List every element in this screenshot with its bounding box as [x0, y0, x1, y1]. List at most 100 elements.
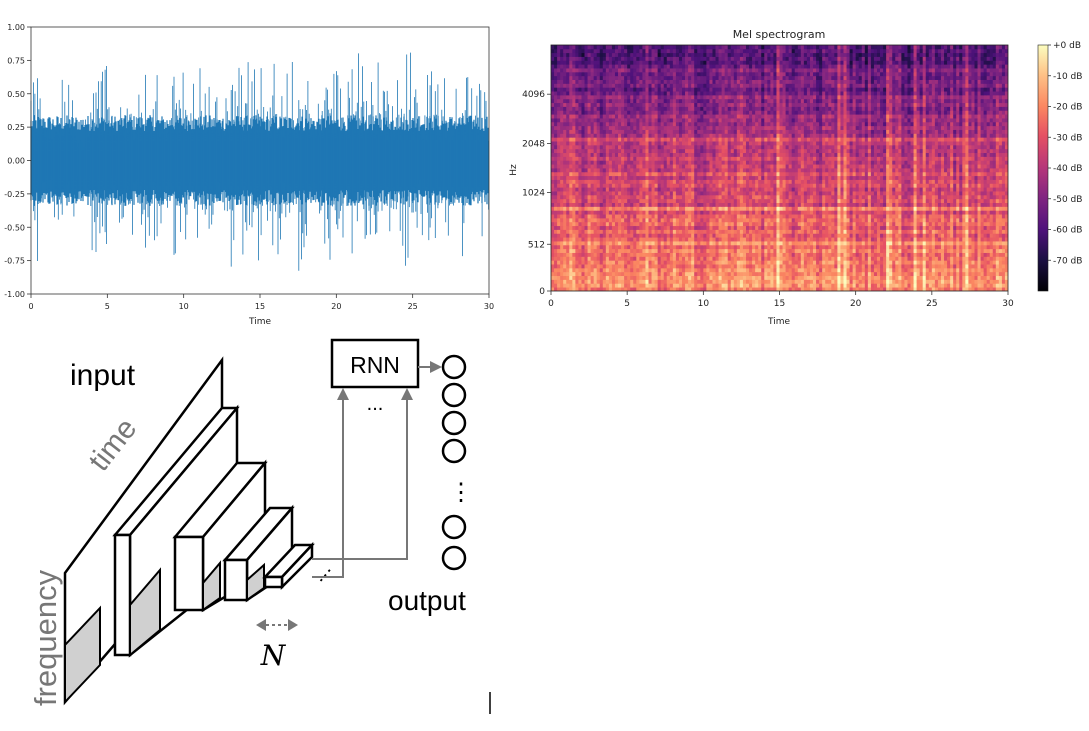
spectrogram-cell [602, 194, 607, 200]
spectrogram-cell [831, 206, 835, 211]
spectrogram-cell [745, 271, 750, 277]
spectrogram-cell [940, 233, 945, 238]
spectrogram-cell [675, 221, 680, 227]
spectrogram-cell [605, 271, 610, 277]
spectrogram-cell [742, 248, 747, 253]
spectrogram-cell [828, 168, 832, 173]
spectrogram-cell [642, 264, 646, 269]
spectrogram-cell [718, 194, 723, 200]
spectrogram-cell [654, 171, 659, 177]
spectrogram-cell [730, 202, 735, 207]
spectrogram-cell [749, 225, 753, 230]
spectrogram-cell [654, 183, 659, 188]
spectrogram-cell [992, 244, 997, 250]
spectrogram-cell [718, 241, 723, 246]
spectrogram-cell [724, 214, 729, 219]
spectrogram-cell [755, 175, 759, 180]
spectrogram-cell [624, 210, 628, 215]
spectrogram-cell [587, 183, 592, 188]
spectrogram-cell [956, 202, 960, 207]
spectrogram-cell [819, 168, 823, 173]
spectrogram-cell [742, 264, 747, 269]
spectrogram-cell [944, 267, 948, 273]
spectrogram-cell [998, 283, 1003, 288]
spectrogram-cell [566, 279, 570, 284]
spectrogram-cell [758, 206, 762, 211]
spectrogram-cell [706, 229, 710, 234]
spectrogram-cell [947, 260, 951, 265]
spectrogram-cell [886, 241, 890, 246]
spectrogram-cell [950, 217, 954, 223]
spectrogram-cell [892, 287, 896, 291]
spectrogram-cell [892, 168, 896, 173]
spectrogram-cell [1004, 264, 1008, 269]
spectrogram-cell [752, 225, 756, 230]
spectrogram-cell [843, 164, 847, 169]
spectrogram-cell [892, 179, 896, 184]
spectrogram-cell [901, 194, 905, 200]
spectrogram-cell [770, 194, 774, 200]
spectrogram-cell [611, 241, 616, 246]
spectrogram-cell [919, 202, 924, 207]
spectrogram-cell [892, 217, 896, 223]
spectrogram-cell [785, 248, 790, 253]
spectrogram-cell [596, 221, 601, 227]
spectrogram-cell [614, 210, 619, 215]
spectrogram-cell [849, 221, 854, 227]
spectrogram-cell [907, 225, 911, 230]
spectrogram-cell [922, 183, 927, 188]
spectrogram-cell [840, 179, 844, 184]
spectrogram-cell [724, 202, 729, 207]
spectrogram-cell [557, 267, 561, 273]
spectrogram-cell [739, 260, 744, 265]
spectrogram-cell [779, 279, 783, 284]
spectrogram-cell [599, 260, 604, 265]
spectrogram-cell [962, 256, 966, 261]
spectrogram-cell [642, 202, 646, 207]
spectrogram-cell [962, 194, 966, 200]
spectrogram-cell [633, 237, 637, 242]
spectrogram-cell [895, 260, 899, 265]
spectrogram-cell [901, 225, 905, 230]
spectrogram-cell [971, 187, 975, 192]
spectrogram-cell [560, 229, 564, 234]
spectrogram-cell [913, 191, 917, 196]
spectrogram-cell [569, 206, 573, 211]
spectrogram-cell [998, 241, 1003, 246]
spectrogram-cell [898, 187, 902, 192]
spectrogram-cell [660, 214, 665, 219]
spectrogram-cell [794, 206, 799, 211]
spectrogram-cell [861, 271, 866, 277]
spectrogram-cell [636, 191, 640, 196]
spectrogram-cell [791, 279, 796, 284]
spectrogram-cell [709, 248, 713, 253]
spectrogram-cell [916, 237, 921, 242]
spectrogram-cell [767, 221, 771, 227]
spectrogram-cell [645, 252, 649, 257]
spectrogram-cell [551, 233, 555, 238]
spectrogram-cell [636, 187, 640, 192]
spectrogram-cell [834, 252, 838, 257]
spectrogram-cell [752, 287, 756, 291]
spectrogram-cell [956, 217, 960, 223]
spectrogram-cell [934, 168, 939, 173]
spectrogram-cell [745, 202, 750, 207]
spectrogram-cell [694, 237, 698, 242]
spectrogram-cell [755, 191, 759, 196]
spectrogram-cell [767, 256, 771, 261]
spectrogram-cell [870, 252, 875, 257]
spectrogram-cell [669, 279, 674, 284]
spectrogram-cell [779, 171, 783, 177]
spectrogram-cell [937, 164, 942, 169]
spectrogram-cell [995, 210, 1000, 215]
spectrogram-cell [581, 260, 585, 265]
spectrogram-cell [682, 206, 686, 211]
spectrogram-cell [651, 264, 655, 269]
spectrogram-cell [880, 283, 884, 288]
spectrogram-cell [785, 175, 790, 180]
spectrogram-cell [816, 168, 820, 173]
spectrogram-cell [925, 237, 930, 242]
spectrogram-cell [822, 229, 826, 234]
spectrogram-cell [758, 264, 762, 269]
spectrogram-cell [773, 241, 777, 246]
